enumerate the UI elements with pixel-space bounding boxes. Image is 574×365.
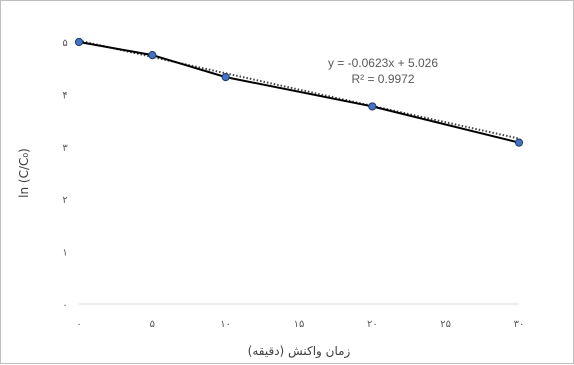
x-tick-label: ۲۵ — [440, 319, 451, 330]
data-point — [148, 51, 157, 60]
trendline-group — [78, 39, 520, 140]
x-tick-label: ۰ — [76, 319, 81, 330]
x-axis-title: زمان واکنش (دقیقه) — [248, 344, 351, 359]
data-point — [368, 102, 377, 111]
x-tick-label: ۳۰ — [514, 319, 525, 330]
y-tick-label: ۱ — [62, 248, 67, 259]
x-tick-labels: ۰ ۵ ۱۰ ۱۵ ۲۰ ۲۵ ۳۰ — [76, 319, 524, 330]
x-tick-label: ۱۵ — [294, 319, 305, 330]
linear-trendline — [78, 39, 520, 140]
x-tick-label: ۲۰ — [367, 319, 378, 330]
y-tick-label: ۳ — [62, 143, 68, 154]
data-point — [514, 138, 524, 147]
y-axis-title: ln (C/C₀) — [17, 148, 31, 198]
y-tick-labels: ۰ ۱ ۲ ۳ ۴ ۵ — [62, 38, 68, 311]
series-group — [74, 37, 524, 147]
series-line — [78, 41, 520, 144]
x-tick-label: ۱۰ — [220, 319, 231, 330]
data-point — [74, 37, 84, 47]
y-tick-label: ۴ — [62, 90, 67, 101]
data-point — [221, 73, 230, 82]
trendline-equation: y = -0.0623x + 5.026 — [328, 56, 438, 70]
trendline-r-squared: R² = 0.9972 — [351, 72, 414, 86]
y-tick-label: ۵ — [62, 38, 67, 49]
y-tick-label: ۰ — [62, 300, 67, 311]
y-tick-label: ۲ — [62, 195, 67, 206]
x-tick-label: ۵ — [150, 319, 155, 330]
